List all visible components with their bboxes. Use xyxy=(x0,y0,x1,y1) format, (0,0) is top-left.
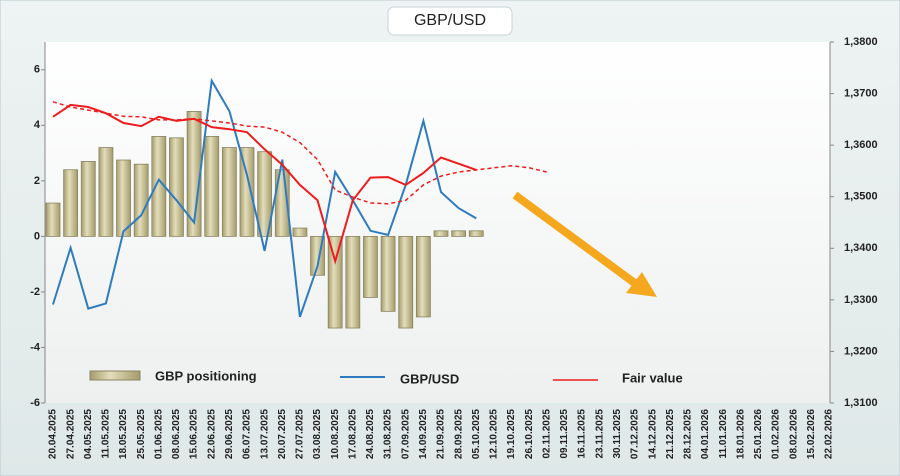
x-tick-label: 02.11.2025 xyxy=(541,409,552,459)
bar xyxy=(363,235,378,298)
bar xyxy=(415,235,431,318)
arrow-shaft xyxy=(512,191,639,288)
x-tick-label: 08.06.2025 xyxy=(171,409,182,459)
y2-tick-label: 1,3800 xyxy=(844,36,878,48)
x-tick-label: 14.12.2025 xyxy=(647,409,658,459)
x-tick-label: 09.11.2025 xyxy=(559,409,570,459)
bar xyxy=(327,235,343,329)
y-tick-label: -2 xyxy=(30,286,40,298)
x-tick-label: 13.07.2025 xyxy=(259,409,270,459)
legend-label: GBP positioning xyxy=(155,368,257,383)
bar xyxy=(45,202,61,237)
x-tick-label: 11.01.2026 xyxy=(718,409,729,459)
y-tick-label: -4 xyxy=(30,341,41,353)
x-tick-label: 07.12.2025 xyxy=(630,409,641,459)
y-tick-label: 2 xyxy=(34,175,40,187)
x-tick-label: 14.09.2025 xyxy=(418,409,429,459)
x-tick-label: 12.10.2025 xyxy=(489,409,500,459)
x-tick-label: 05.10.2025 xyxy=(471,409,482,459)
y-tick-label: -6 xyxy=(30,397,40,409)
legend: GBP positioning GBP/USD Fair value xyxy=(89,368,683,386)
bar xyxy=(433,230,449,237)
x-tick-label: 01.02.2026 xyxy=(771,409,782,459)
x-tick-label: 27.04.2025 xyxy=(65,409,76,459)
bar xyxy=(98,147,114,237)
bar xyxy=(451,230,467,237)
x-tick-label: 21.12.2025 xyxy=(665,409,676,459)
x-tick-label: 18.05.2025 xyxy=(118,409,129,459)
x-tick-label: 28.12.2025 xyxy=(683,409,694,459)
y-tick-label: 6 xyxy=(34,64,40,76)
bar xyxy=(221,147,237,237)
legend-label: Fair value xyxy=(622,370,683,385)
bar xyxy=(398,235,414,329)
x-tick-label: 16.11.2025 xyxy=(577,409,588,459)
x-tick-label: 04.01.2026 xyxy=(700,409,711,459)
x-tick-label: 06.07.2025 xyxy=(242,409,253,459)
x-tick-label: 22.06.2025 xyxy=(206,409,217,459)
title-box xyxy=(387,6,513,36)
x-tick-label: 10.08.2025 xyxy=(330,409,341,459)
x-tick-label: 01.06.2025 xyxy=(153,409,164,459)
bar xyxy=(292,227,308,237)
y2-tick-label: 1,3500 xyxy=(844,191,878,203)
bar xyxy=(345,235,361,329)
x-tick-label: 27.07.2025 xyxy=(295,409,306,459)
bar xyxy=(239,147,255,237)
y-tick-label: 0 xyxy=(34,230,40,242)
x-tick-label: 08.02.2026 xyxy=(788,409,799,459)
x-tick-label: 26.10.2025 xyxy=(524,409,535,459)
y-tick-label: 4 xyxy=(34,119,41,131)
x-tick-label: 20.04.2025 xyxy=(48,409,59,459)
x-tick-label: 15.02.2026 xyxy=(806,409,817,459)
bar xyxy=(169,137,184,237)
x-tick-label: 29.06.2025 xyxy=(224,409,235,459)
bar xyxy=(204,136,220,237)
bar xyxy=(80,161,96,237)
arrow-annotation xyxy=(512,191,657,297)
x-tick-label: 03.08.2025 xyxy=(312,409,323,459)
x-tick-label: 24.08.2025 xyxy=(365,409,376,459)
bar xyxy=(380,235,396,312)
arrow-head xyxy=(626,272,657,297)
legend-label: GBP/USD xyxy=(400,371,459,386)
x-tick-label: 11.05.2025 xyxy=(101,409,112,459)
x-tick-label: 04.05.2025 xyxy=(83,409,94,459)
y2-tick-label: 1,3400 xyxy=(844,242,878,254)
bar xyxy=(116,159,131,237)
x-tick-label: 17.08.2025 xyxy=(347,409,358,459)
bar xyxy=(133,163,149,237)
line xyxy=(52,103,477,265)
x-tick-label: 31.08.2025 xyxy=(383,409,394,459)
fair-value-trend xyxy=(52,101,547,205)
x-tick-label: 19.10.2025 xyxy=(506,409,517,459)
chart-title: GBP/USD xyxy=(414,12,486,29)
x-tick-label: 22.02.2026 xyxy=(824,409,835,459)
x-tick-label: 15.06.2025 xyxy=(189,409,200,459)
y2-tick-label: 1,3300 xyxy=(844,294,878,306)
x-tick-label: 07.09.2025 xyxy=(400,409,411,459)
x-tick-label: 20.07.2025 xyxy=(277,409,288,459)
legend-swatch xyxy=(89,370,141,381)
bar xyxy=(257,151,273,237)
x-tick-label: 25.01.2026 xyxy=(753,409,764,459)
y2-tick-label: 1,3100 xyxy=(844,397,878,409)
x-tick-label: 18.01.2026 xyxy=(735,409,746,459)
x-tick-label: 30.11.2025 xyxy=(612,409,623,459)
x-tick-label: 23.11.2025 xyxy=(594,409,605,459)
x-tick-label: 28.09.2025 xyxy=(453,409,464,459)
y2-tick-label: 1,3600 xyxy=(844,139,878,151)
x-tick-label: 21.09.2025 xyxy=(436,409,447,459)
x-tick-label: 25.05.2025 xyxy=(136,409,147,459)
bar xyxy=(468,230,484,237)
y2-tick-label: 1,3700 xyxy=(844,87,878,99)
y2-tick-label: 1,3200 xyxy=(844,345,878,357)
bar xyxy=(63,169,79,237)
